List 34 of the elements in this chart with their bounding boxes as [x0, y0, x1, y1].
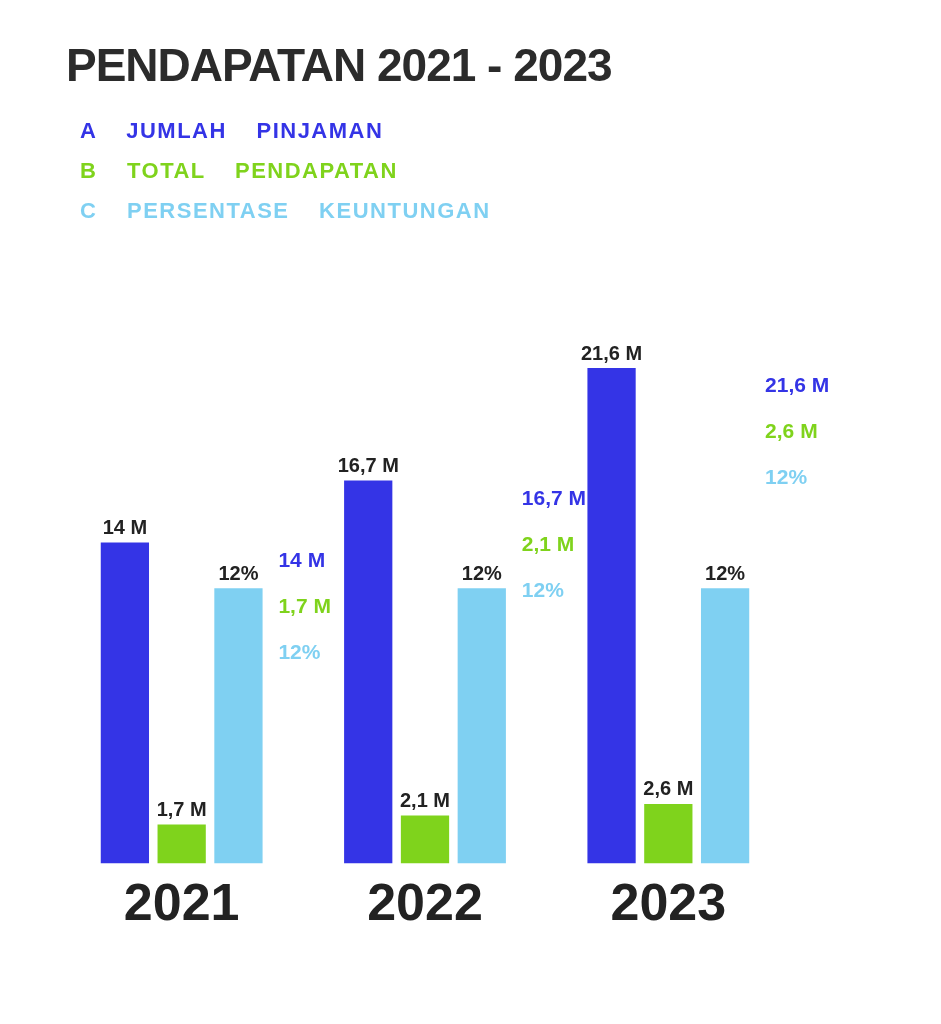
annotation: 21,6 M — [765, 373, 830, 397]
x-tick-label: 2022 — [367, 873, 483, 932]
text: C PERSENTASE KEUNTUNGAN — [80, 198, 491, 224]
bar — [157, 824, 206, 864]
x-tick-label: 2021 — [123, 873, 240, 932]
annotation: 2,1 M — [521, 531, 575, 555]
annotation: 12% — [278, 639, 321, 663]
data-label: 12% — [705, 561, 746, 584]
x-tick-label: 2023 — [610, 873, 727, 932]
data-label: 12% — [461, 561, 503, 584]
data-label: 2,1 M — [399, 788, 451, 811]
bar — [214, 588, 263, 864]
data-label: 2,6 M — [643, 777, 694, 800]
data-label: 1,7 M — [156, 798, 207, 821]
data-label: 16,7 M — [337, 453, 399, 476]
data-label: 14 M — [102, 515, 148, 538]
data-label: 21,6 M — [580, 341, 643, 364]
bar — [644, 803, 693, 864]
bar — [457, 588, 506, 864]
annotation: 2,6 M — [765, 419, 818, 443]
annotation: 12% — [521, 577, 565, 601]
annotation: 16,7 M — [521, 485, 586, 509]
chart-title: PENDAPATAN 2021 - 2023 — [66, 38, 612, 92]
text: A JUMLAH PINJAMAN — [80, 118, 385, 144]
bar — [344, 480, 393, 864]
bar — [100, 542, 150, 864]
text: B TOTAL PENDAPATAN — [80, 158, 399, 184]
bar — [700, 588, 750, 864]
annotation: 14 M — [278, 547, 326, 571]
bar — [400, 815, 450, 864]
bar — [587, 368, 636, 864]
annotation: 1,7 M — [278, 593, 331, 617]
annotation: 12% — [765, 465, 808, 489]
data-label: 12% — [218, 561, 259, 584]
